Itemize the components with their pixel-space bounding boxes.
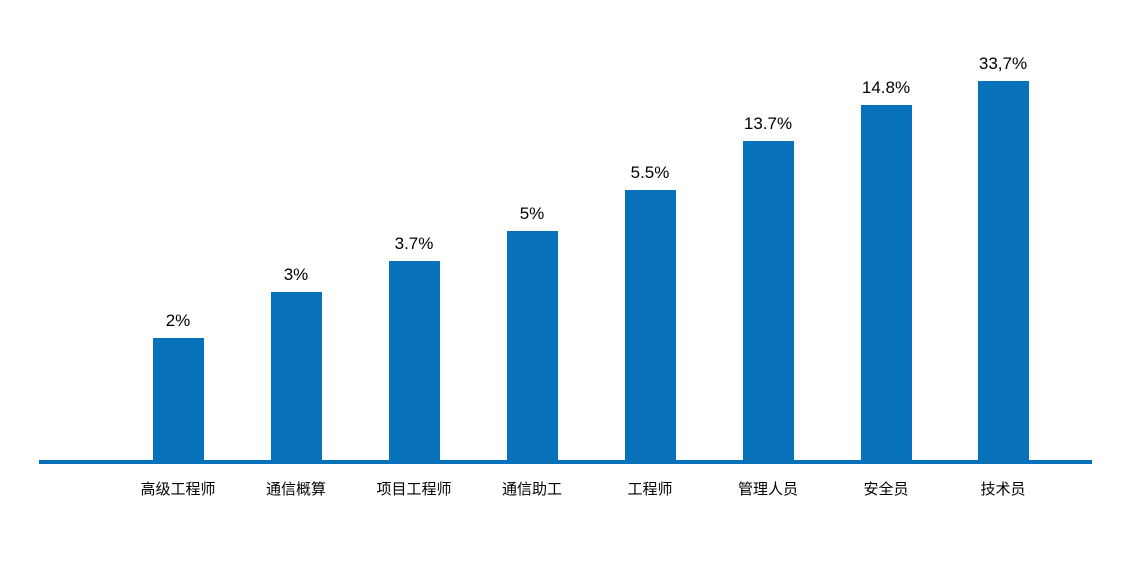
category-label: 通信助工 [501,481,562,498]
bar-value-label: 14.8% [861,78,911,97]
bar-value-label: 13.7% [743,114,793,133]
category-label: 通信概算 [265,481,326,498]
bar [270,292,322,460]
bar [506,231,558,460]
bar [388,261,440,460]
bar [624,190,676,460]
bar-value-label: 5.5% [630,163,670,182]
category-label: 管理人员 [737,481,798,498]
bar [742,141,794,460]
bar [860,105,912,460]
bar-value-label: 2% [165,311,191,330]
category-label: 安全员 [863,481,909,498]
category-label: 工程师 [627,481,673,498]
bar-value-label: 3% [283,265,309,284]
x-axis-line [39,460,1092,464]
bar [977,81,1029,460]
bar [152,338,204,460]
category-label: 项目工程师 [376,481,452,498]
bar-value-label: 5% [519,204,545,223]
bar-value-label: 33,7% [978,54,1028,73]
category-label: 技术员 [980,481,1026,498]
category-label: 高级工程师 [140,481,216,498]
bar-value-label: 3.7% [394,234,434,253]
